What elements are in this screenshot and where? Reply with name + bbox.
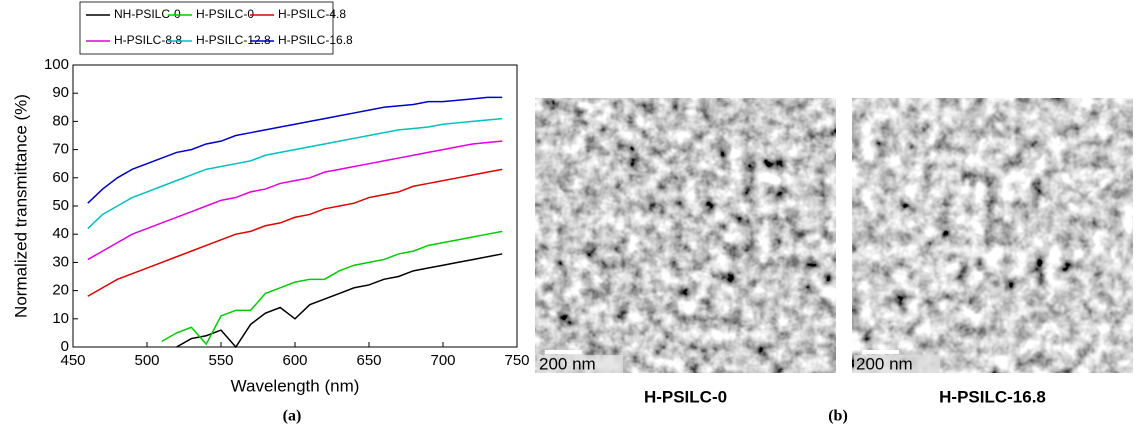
y-tick-label: 100 <box>44 56 69 73</box>
x-tick-label: 450 <box>60 352 85 369</box>
y-tick-label: 50 <box>52 197 69 214</box>
x-tick-label: 650 <box>356 352 381 369</box>
y-tick-label: 10 <box>52 310 69 327</box>
sem-image <box>852 98 1133 373</box>
scale-label-bg <box>854 355 940 373</box>
y-tick-label: 90 <box>52 84 69 101</box>
legend-label: H-PSILC-4.8 <box>278 7 346 21</box>
scale-label: 200 nm <box>856 354 913 373</box>
y-tick-label: 30 <box>52 253 69 270</box>
series-line <box>176 253 503 349</box>
panel-label: (b) <box>828 408 848 425</box>
scale-label: 200 nm <box>539 354 596 373</box>
x-axis-label: Wavelength (nm) <box>231 376 360 395</box>
x-tick-label: 750 <box>504 352 529 369</box>
x-tick-label: 550 <box>208 352 233 369</box>
y-tick-label: 80 <box>52 112 69 129</box>
chart: 450 500 550 600 650 700 750 0 10 20 30 40 50 60 70 80 90… <box>11 1 530 395</box>
x-tick-label: 700 <box>430 352 455 369</box>
y-tick-label: 20 <box>52 282 69 299</box>
series-line <box>161 230 503 346</box>
series-line <box>87 96 503 204</box>
sem-image <box>535 98 836 373</box>
legend-label: NH-PSILC-0 <box>114 7 181 21</box>
series-line <box>87 117 503 230</box>
scale-label-bg <box>537 355 623 373</box>
legend-box <box>79 1 334 55</box>
scale-bar <box>545 350 582 354</box>
image-caption: H-PSILC-16.8 <box>939 387 1046 406</box>
panel-label: (a) <box>283 408 302 425</box>
sem-images: 200 nm H-PSILC-0 200 nm H-PSILC-16.8 <box>535 98 1133 406</box>
legend-label: H-PSILC-12.8 <box>196 33 271 47</box>
plot-frame <box>72 64 518 348</box>
series-line <box>87 168 503 297</box>
y-axis-label: Normalized transmittance (%) <box>11 94 30 318</box>
legend-label: H-PSILC-16.8 <box>278 33 353 47</box>
y-tick-label: 40 <box>52 225 69 242</box>
y-tick-label: 60 <box>52 169 69 186</box>
series-line <box>87 140 503 261</box>
x-tick-label: 500 <box>134 352 159 369</box>
y-tick-label: 70 <box>52 141 69 158</box>
image-caption: H-PSILC-0 <box>644 387 727 406</box>
legend-label: H-PSILC-0 <box>196 7 254 21</box>
y-tick-label: 0 <box>61 338 69 355</box>
x-tick-label: 600 <box>282 352 307 369</box>
legend-label: H-PSILC-8.8 <box>114 33 182 47</box>
scale-bar <box>862 350 899 354</box>
